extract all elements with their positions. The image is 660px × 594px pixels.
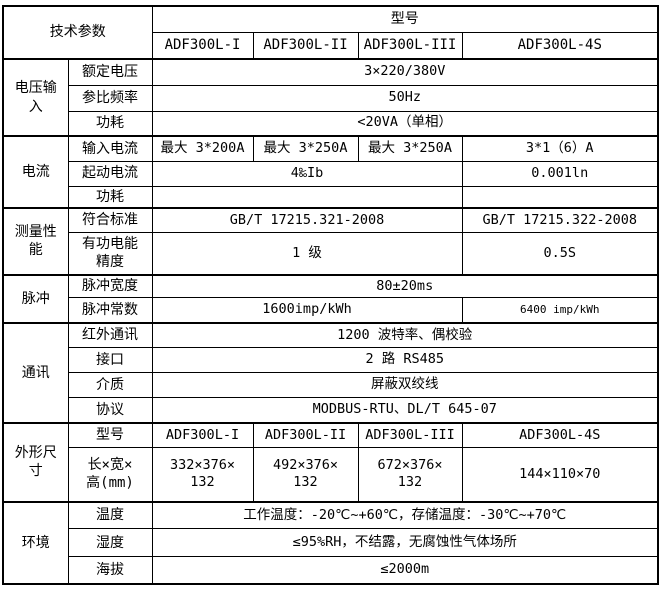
group-label-communication: 通讯 (2, 322, 69, 424)
table-row: 功耗 (3, 185, 659, 209)
table-row: 电压输 入 额定电压 3×220/380V (2, 58, 659, 137)
value-cell: ADF300L-I (151, 422, 254, 449)
value-cell: 672×376× 132 (357, 447, 463, 503)
param-label: 起动电流 (67, 160, 153, 187)
param-label: 功耗 (67, 185, 153, 209)
value-cell: ≤2000m (151, 556, 659, 585)
value-cell: ADF300L-4S (461, 422, 659, 449)
table-row: 介质 屏蔽双绞线 (3, 372, 659, 399)
value-cell: 2 路 RS485 (151, 347, 659, 374)
value-cell: 144×110×70 (461, 447, 659, 503)
value-cell: 492×376× 132 (252, 447, 359, 503)
spec-table: 技术参数 型号 ADF300L-I ADF300L-II ADF300L-III… (2, 5, 659, 585)
table-row: 脉冲 脉冲宽度 80±20ms (2, 274, 659, 324)
value-cell: 0.5S (461, 232, 659, 276)
group-label-voltage-input: 电压输 入 (2, 58, 69, 137)
value-cell: 6400 imp/kWh (461, 297, 659, 324)
table-row: 外形尺 寸 型号 ADF300L-I ADF300L-II ADF300L-II… (2, 422, 659, 503)
value-cell: ADF300L-II (252, 422, 359, 449)
table-row: 海拔 ≤2000m (3, 556, 659, 585)
value-cell: 最大 3*250A (252, 135, 359, 162)
value-cell: 0.001ln (461, 160, 659, 187)
header-row-1: 技术参数 型号 (2, 5, 659, 60)
value-cell (461, 185, 659, 209)
table-row: 参比频率 50Hz (3, 84, 659, 112)
model-name: ADF300L-II (252, 31, 359, 60)
table-row: 电流 输入电流 最大 3*200A 最大 3*250A 最大 3*250A 3*… (2, 135, 659, 209)
table-row: 长×宽× 高(mm) 332×376× 132 492×376× 132 672… (3, 447, 659, 503)
value-cell: 最大 3*200A (151, 135, 254, 162)
param-label: 协议 (67, 397, 153, 424)
value-cell (151, 185, 463, 209)
header-row-2: ADF300L-I ADF300L-II ADF300L-III ADF300L… (3, 31, 659, 60)
value-cell: 1 级 (151, 232, 463, 276)
param-label: 海拔 (67, 556, 153, 585)
param-label: 脉冲宽度 (67, 274, 153, 299)
model-name: ADF300L-I (151, 31, 254, 60)
value-cell: 1200 波特率、偶校验 (151, 322, 659, 349)
table-row: 功耗 <20VA（单相） (3, 110, 659, 137)
group-label-measurement: 测量性 能 (2, 207, 69, 276)
group-label-pulse: 脉冲 (2, 274, 69, 324)
group-label-environment: 环境 (2, 501, 69, 585)
table-row: 脉冲常数 1600imp/kWh 6400 imp/kWh (3, 297, 659, 324)
value-cell: 1600imp/kWh (151, 297, 463, 324)
value-cell: 80±20ms (151, 274, 659, 299)
value-cell: 332×376× 132 (151, 447, 254, 503)
param-label: 介质 (67, 372, 153, 399)
model-name: ADF300L-4S (461, 31, 659, 60)
value-cell: GB/T 17215.322-2008 (461, 207, 659, 234)
param-label: 参比频率 (67, 84, 153, 112)
value-cell: 3×220/380V (151, 58, 659, 86)
param-label: 额定电压 (67, 58, 153, 86)
model-header: 型号 (151, 5, 659, 33)
value-cell: ADF300L-III (357, 422, 463, 449)
param-label: 输入电流 (67, 135, 153, 162)
param-label: 红外通讯 (67, 322, 153, 349)
table-row: 起动电流 4‰Ib 0.001ln (3, 160, 659, 187)
param-label: 脉冲常数 (67, 297, 153, 324)
param-label: 湿度 (67, 528, 153, 558)
value-cell: MODBUS-RTU、DL/T 645-07 (151, 397, 659, 424)
param-label: 功耗 (67, 110, 153, 137)
table-row: 湿度 ≤95%RH，不结露，无腐蚀性气体场所 (3, 528, 659, 558)
table-row: 接口 2 路 RS485 (3, 347, 659, 374)
table-row: 协议 MODBUS-RTU、DL/T 645-07 (3, 397, 659, 424)
param-label: 型号 (67, 422, 153, 449)
table-row: 通讯 红外通讯 1200 波特率、偶校验 (2, 322, 659, 424)
table-row: 有功电能 精度 1 级 0.5S (3, 232, 659, 276)
value-cell: 50Hz (151, 84, 659, 112)
value-cell: 屏蔽双绞线 (151, 372, 659, 399)
tech-params-header: 技术参数 (2, 5, 153, 60)
group-label-dimensions: 外形尺 寸 (2, 422, 69, 503)
value-cell: 最大 3*250A (357, 135, 463, 162)
value-cell: <20VA（单相） (151, 110, 659, 137)
value-cell: ≤95%RH，不结露，无腐蚀性气体场所 (151, 528, 659, 558)
value-cell: GB/T 17215.321-2008 (151, 207, 463, 234)
model-name: ADF300L-III (357, 31, 463, 60)
value-cell: 4‰Ib (151, 160, 463, 187)
group-label-current: 电流 (2, 135, 69, 209)
param-label: 符合标准 (67, 207, 153, 234)
table-row: 环境 温度 工作温度：-20℃~+60℃，存储温度：-30℃~+70℃ (2, 501, 659, 585)
param-label: 有功电能 精度 (67, 232, 153, 276)
param-label: 接口 (67, 347, 153, 374)
value-cell: 3*1（6）A (461, 135, 659, 162)
param-label: 长×宽× 高(mm) (67, 447, 153, 503)
param-label: 温度 (67, 501, 153, 530)
value-cell: 工作温度：-20℃~+60℃，存储温度：-30℃~+70℃ (151, 501, 659, 530)
table-row: 测量性 能 符合标准 GB/T 17215.321-2008 GB/T 1721… (2, 207, 659, 276)
